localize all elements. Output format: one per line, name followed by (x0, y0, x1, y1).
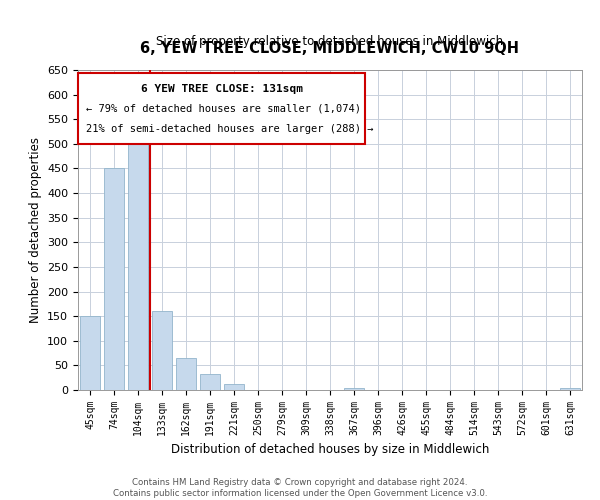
Text: 21% of semi-detached houses are larger (288) →: 21% of semi-detached houses are larger (… (86, 124, 373, 134)
Text: ← 79% of detached houses are smaller (1,074): ← 79% of detached houses are smaller (1,… (86, 104, 361, 114)
FancyBboxPatch shape (78, 73, 365, 144)
Bar (560, 388, 580, 390)
Text: 6 YEW TREE CLOSE: 131sqm: 6 YEW TREE CLOSE: 131sqm (140, 84, 302, 94)
Bar (224, 384, 244, 390)
Bar (80, 316, 100, 390)
Text: Size of property relative to detached houses in Middlewich: Size of property relative to detached ho… (157, 34, 503, 48)
Bar (128, 139, 148, 390)
Title: 6, YEW TREE CLOSE, MIDDLEWICH, CW10 9QH: 6, YEW TREE CLOSE, MIDDLEWICH, CW10 9QH (140, 42, 520, 56)
Bar (344, 388, 364, 390)
Text: Contains HM Land Registry data © Crown copyright and database right 2024.
Contai: Contains HM Land Registry data © Crown c… (113, 478, 487, 498)
Bar (104, 168, 124, 390)
Bar (200, 374, 220, 390)
X-axis label: Distribution of detached houses by size in Middlewich: Distribution of detached houses by size … (171, 444, 489, 456)
Y-axis label: Number of detached properties: Number of detached properties (29, 137, 41, 323)
Bar (152, 311, 172, 390)
Bar (176, 358, 196, 390)
